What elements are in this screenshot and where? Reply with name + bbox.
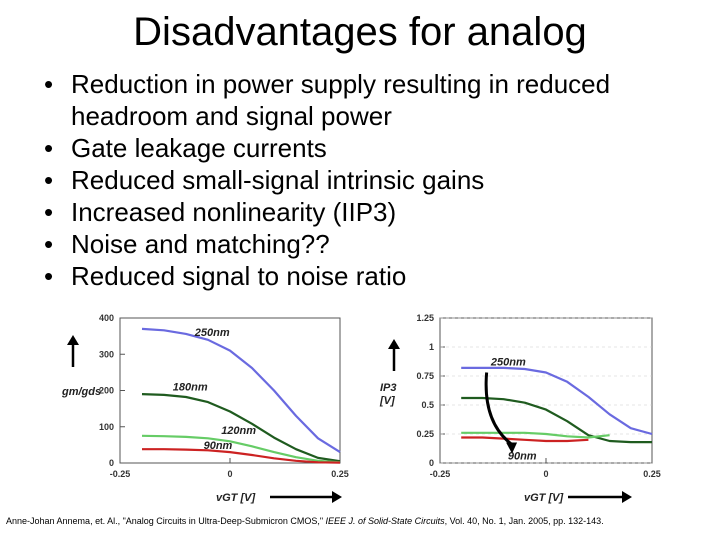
bullet-item: • Noise and matching?? — [44, 228, 684, 260]
annotation-arrowhead — [506, 442, 518, 454]
y-tick-label: 1 — [429, 342, 434, 352]
series-line-250nm — [141, 327, 341, 454]
x-tick-label: 0 — [543, 469, 548, 479]
y-tick-label: 400 — [99, 313, 114, 323]
series-label-90nm: 90nm — [508, 451, 537, 463]
series-label-180nm: 180nm — [173, 382, 208, 394]
y-axis-arrowhead — [67, 335, 79, 345]
y-tick-label: 0.75 — [416, 371, 434, 381]
y-tick-label: 1.25 — [416, 313, 434, 323]
citation-authors: Anne-Johan Annema, et. Al., "Analog Circ… — [6, 516, 324, 526]
y-axis-arrowhead — [388, 339, 400, 349]
bullet-item: • Gate leakage currents — [44, 132, 684, 164]
bullet-text: Reduced small-signal intrinsic gains — [71, 165, 485, 195]
series-line-180nm — [141, 393, 341, 463]
series-line-120nm — [141, 434, 341, 464]
bullet-text: Increased nonlinearity (IIP3) — [71, 197, 397, 227]
bullet-text: Noise and matching?? — [71, 229, 330, 259]
x-tick-label: 0 — [227, 469, 232, 479]
y-tick-label: 0 — [429, 458, 434, 468]
bullet-dot: • — [44, 197, 54, 227]
bullet-item: • Reduced small-signal intrinsic gains — [44, 164, 684, 196]
y-tick-label: 0.5 — [421, 400, 434, 410]
x-axis-label: vGT [V] — [524, 492, 563, 504]
series-label-90nm: 90nm — [204, 440, 233, 452]
x-tick-label: -0.25 — [110, 469, 131, 479]
bullet-text: Reduced signal to noise ratio — [71, 261, 407, 291]
citation-journal: IEEE J. of Solid-State Circuits — [323, 516, 445, 526]
x-tick-label: 0.25 — [331, 469, 349, 479]
bullet-item: • Reduced signal to noise ratio — [44, 260, 684, 292]
bullet-dot: • — [44, 261, 54, 291]
citation-details: , Vol. 40, No. 1, Jan. 2005, pp. 132-143… — [444, 516, 604, 526]
bullet-list: • Reduction in power supply resulting in … — [44, 68, 684, 292]
y-tick-label: 0.25 — [416, 429, 434, 439]
bullet-item: • Reduction in power supply resulting in … — [44, 68, 684, 132]
bullet-text: Gate leakage currents — [71, 133, 327, 163]
x-axis-label: vGT [V] — [216, 492, 255, 504]
series-line-90nm — [461, 436, 589, 443]
slide-title: Disadvantages for analog — [133, 10, 587, 54]
bullet-dot: • — [44, 69, 54, 99]
y-tick-label: 0 — [109, 458, 114, 468]
x-axis-arrowhead — [332, 491, 342, 503]
x-axis-arrowhead — [622, 491, 632, 503]
series-label-250nm: 250nm — [490, 357, 526, 369]
bullet-dot: • — [44, 133, 54, 163]
x-tick-label: -0.25 — [430, 469, 451, 479]
series-line-120nm — [461, 431, 610, 439]
y-tick-label: 200 — [99, 386, 114, 396]
series-line-90nm — [142, 448, 341, 464]
y-tick-label: 300 — [99, 349, 114, 359]
y-axis-label: gm/gds — [61, 386, 101, 398]
citation: Anne-Johan Annema, et. Al., "Analog Circ… — [6, 515, 716, 527]
series-line-180nm — [461, 396, 652, 444]
bullet-dot: • — [44, 229, 54, 259]
y-tick-label: 100 — [99, 422, 114, 432]
annotation-arrow — [484, 372, 513, 446]
series-label-250nm: 250nm — [194, 327, 230, 339]
x-tick-label: 0.25 — [643, 469, 661, 479]
series-line-250nm — [461, 366, 653, 436]
series-label-120nm: 120nm — [221, 425, 256, 437]
bullet-dot: • — [44, 165, 54, 195]
y-axis-label: IP3 [V] — [379, 382, 397, 407]
bullet-item: • Increased nonlinearity (IIP3) — [44, 196, 684, 228]
bullet-text: Reduction in power supply resulting in r… — [71, 69, 611, 131]
